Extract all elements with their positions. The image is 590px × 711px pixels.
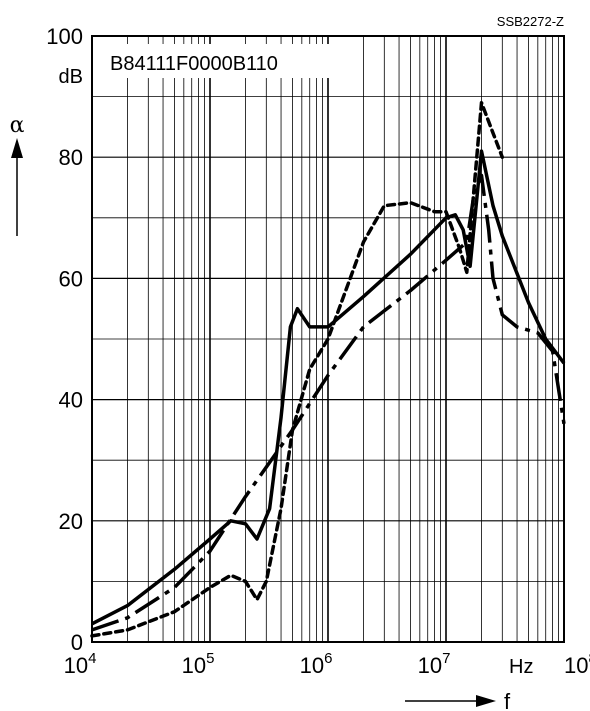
plot-frame <box>91 35 565 643</box>
x-axis-arrowhead <box>476 695 496 707</box>
part-number: B84111F0000B110 <box>110 53 278 75</box>
x-unit-label: Hz <box>509 656 533 678</box>
y-axis-symbol: α <box>10 113 25 138</box>
series-line-solid <box>91 149 566 626</box>
x-tick-label: 104 <box>64 650 97 678</box>
x-axis-symbol: f <box>504 689 511 711</box>
part-number-box <box>100 44 330 78</box>
x-tick-label: 105 <box>182 650 215 678</box>
y-axis-arrowhead <box>11 138 23 158</box>
y-tick-label: 20 <box>59 509 83 534</box>
y-tick-labels: 0 20 40 60 80 100 <box>46 24 83 655</box>
y-tick-label: 0 <box>71 630 83 655</box>
x-tick-labels: 104 105 106 107 108 <box>64 650 590 678</box>
series-layer <box>90 100 566 638</box>
y-tick-label: 40 <box>59 388 83 413</box>
x-tick-label: 108 <box>564 650 590 678</box>
x-tick-label: 107 <box>418 650 451 678</box>
y-tick-label: 60 <box>59 266 83 291</box>
figure-id: SSB2272-Z <box>497 14 564 29</box>
series-line-dotted <box>90 100 505 638</box>
y-tick-label: 80 <box>59 145 83 170</box>
x-tick-label: 106 <box>300 650 333 678</box>
y-tick-label: 100 <box>46 24 83 49</box>
series-line-dashed <box>91 173 566 632</box>
y-unit-label: dB <box>59 66 83 88</box>
